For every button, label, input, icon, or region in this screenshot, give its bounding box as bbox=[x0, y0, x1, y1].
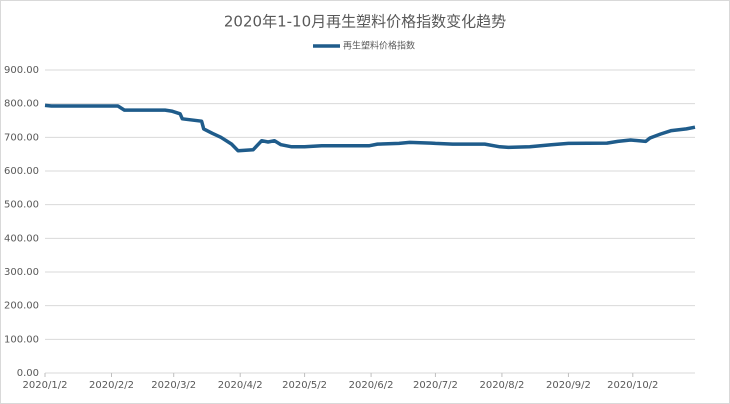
x-tick-label: 2020/2/2 bbox=[89, 380, 134, 391]
y-tick-label: 500.00 bbox=[4, 200, 39, 211]
x-tick-label: 2020/1/2 bbox=[23, 380, 68, 391]
y-tick-label: 700.00 bbox=[4, 132, 39, 143]
y-tick-label: 400.00 bbox=[4, 233, 39, 244]
x-tick-label: 2020/5/2 bbox=[282, 380, 327, 391]
x-tick-label: 2020/4/2 bbox=[218, 380, 263, 391]
series-line bbox=[44, 103, 696, 153]
x-tick-label: 2020/8/2 bbox=[479, 380, 524, 391]
y-tick-label: 300.00 bbox=[4, 267, 39, 278]
x-tick-label: 2020/10/2 bbox=[607, 380, 658, 391]
x-tick-label: 2020/9/2 bbox=[546, 380, 591, 391]
y-tick-label: 100.00 bbox=[4, 334, 39, 345]
chart-title: 2020年1-10月再生塑料价格指数变化趋势 bbox=[224, 13, 506, 31]
y-tick-label: 200.00 bbox=[4, 301, 39, 312]
legend-label: 再生塑料价格指数 bbox=[343, 40, 415, 52]
x-tick-label: 2020/7/2 bbox=[413, 380, 458, 391]
y-tick-label: 600.00 bbox=[4, 166, 39, 177]
y-tick-label: 800.00 bbox=[4, 99, 39, 110]
x-tick-label: 2020/3/2 bbox=[151, 380, 196, 391]
y-tick-label: 0.00 bbox=[17, 368, 39, 379]
x-tick-label: 2020/6/2 bbox=[349, 380, 394, 391]
y-tick-label: 900.00 bbox=[4, 65, 39, 76]
